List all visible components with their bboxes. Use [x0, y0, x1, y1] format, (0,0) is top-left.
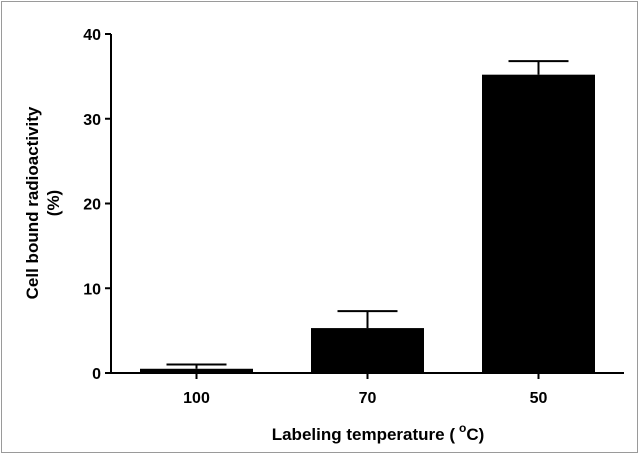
x-tick-label: 50	[530, 390, 548, 407]
bar	[311, 328, 424, 373]
x-axis: 100 70 50	[111, 372, 624, 407]
y-tick-label: 30	[83, 112, 101, 129]
y-axis-title-line1: Cell bound radioactivity	[23, 106, 42, 299]
y-tick-label: 0	[92, 366, 101, 383]
bars	[140, 60, 595, 374]
x-axis-title: Labeling temperature (oC)	[272, 421, 485, 444]
y-axis: 0 10 20 30 40	[83, 27, 112, 383]
bar	[140, 368, 253, 373]
y-tick-label: 10	[83, 281, 101, 298]
x-tick-label: 70	[359, 390, 377, 407]
x-tick-label: 100	[183, 390, 210, 407]
y-tick-label: 40	[83, 27, 101, 44]
y-tick-label: 20	[83, 197, 101, 214]
y-axis-title-line2: (%)	[44, 190, 63, 216]
bar	[482, 74, 595, 374]
